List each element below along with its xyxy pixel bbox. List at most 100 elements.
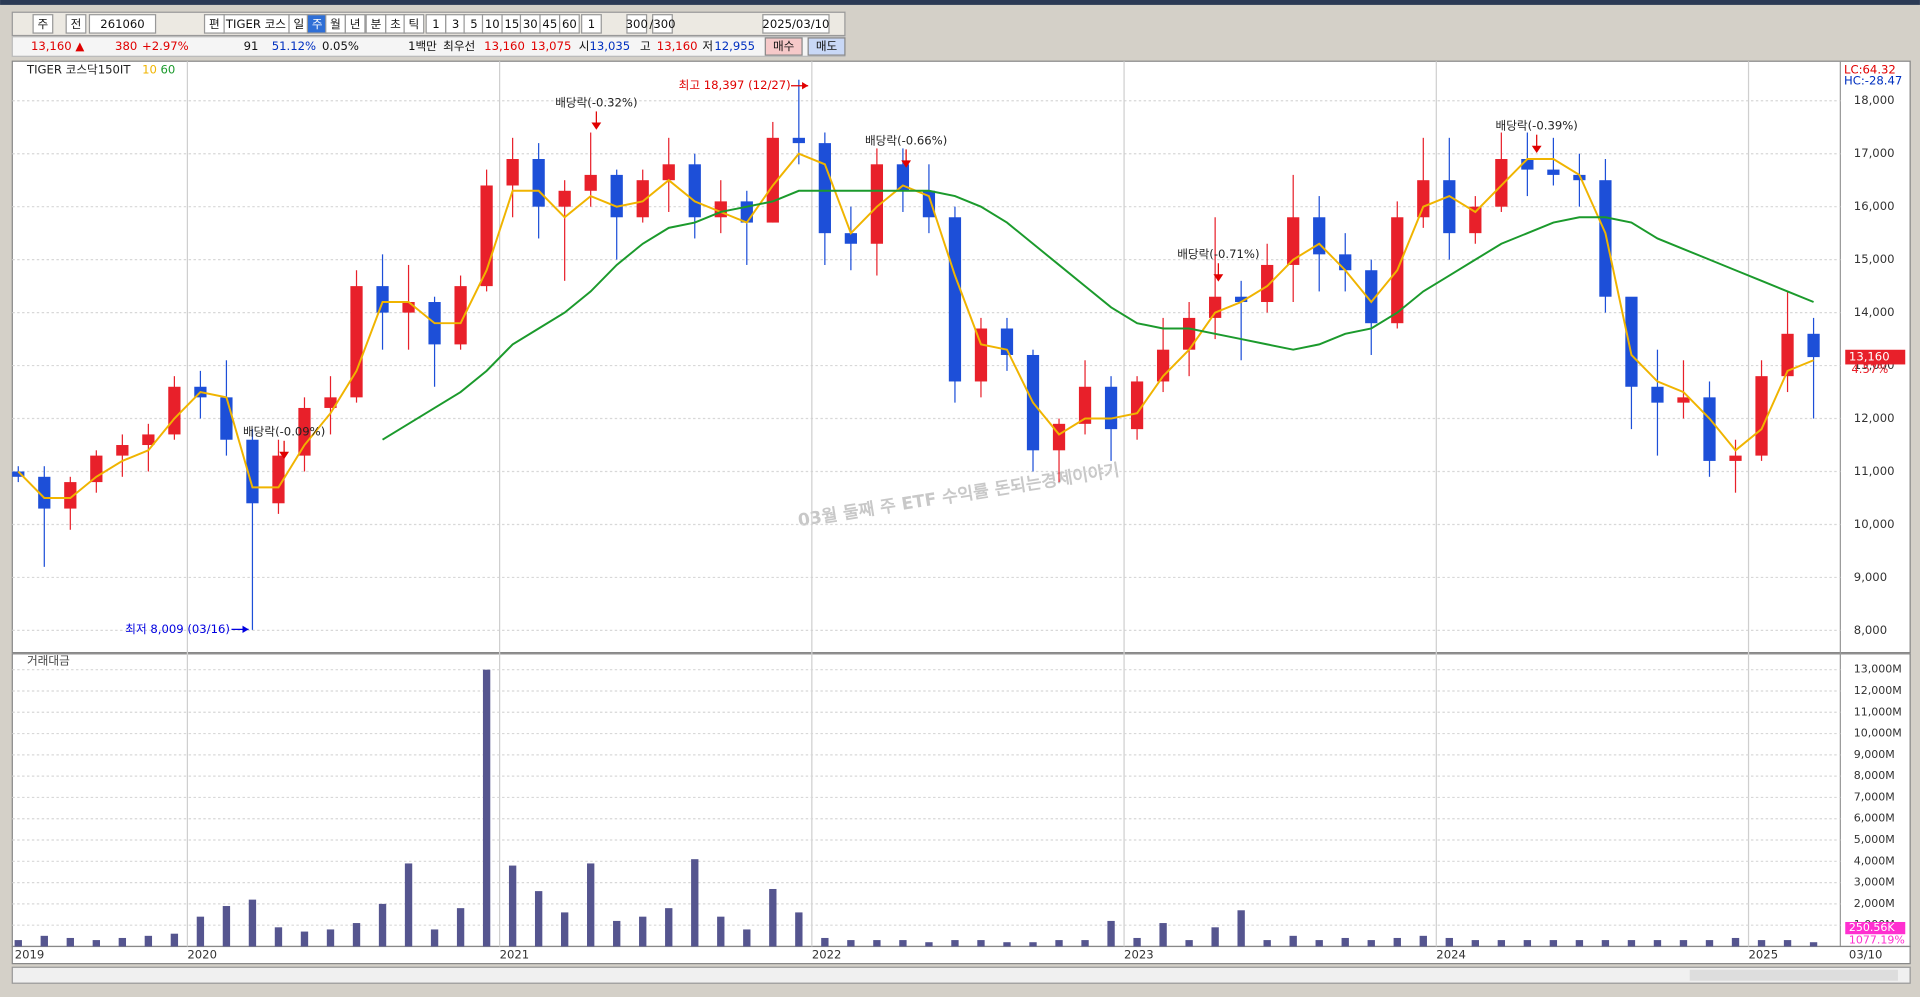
volume-tick-label: 4,000M xyxy=(1854,854,1895,867)
toolbar-button[interactable] xyxy=(626,14,648,34)
y-tick-label: 12,000 xyxy=(1854,411,1895,425)
candle-body xyxy=(1287,217,1300,265)
y-tick-label: 9,000 xyxy=(1854,570,1887,584)
toolbar-label[interactable]: 2025/03/10 xyxy=(762,17,829,31)
toolbar-label[interactable]: 주 xyxy=(312,17,323,31)
quote-value: 최우선 xyxy=(443,39,475,53)
candle-body xyxy=(1755,376,1768,456)
toolbar-label[interactable]: 300 xyxy=(626,17,648,31)
x-tick-label: 2019 xyxy=(15,948,45,962)
toolbar-button[interactable] xyxy=(762,14,830,34)
candle-body xyxy=(168,386,181,435)
candle-body xyxy=(1781,333,1794,377)
candle-body xyxy=(896,164,910,191)
toolbar-label[interactable]: 5 xyxy=(470,17,477,31)
candle-body xyxy=(1182,317,1196,350)
toolbar-label[interactable]: 월 xyxy=(330,17,341,31)
last-price-box xyxy=(1845,349,1906,365)
volume-bar xyxy=(1653,940,1662,947)
volume-bar xyxy=(1107,920,1115,947)
toolbar-label[interactable]: 1 xyxy=(588,17,595,31)
candle-body xyxy=(1677,397,1690,403)
volume-bar xyxy=(482,669,491,947)
toolbar-label[interactable]: /300 xyxy=(649,17,675,31)
volume-bar xyxy=(925,942,933,947)
toolbar-button[interactable] xyxy=(65,14,87,34)
volume-bar xyxy=(873,940,881,947)
volume-bar xyxy=(66,937,74,947)
volume-bar xyxy=(1263,940,1271,947)
volume-bar xyxy=(560,912,569,947)
candle-body xyxy=(454,286,467,345)
order-label[interactable]: 매수 xyxy=(773,39,795,53)
quote-value: 13,160 xyxy=(484,39,525,53)
toolbar-button[interactable] xyxy=(652,14,673,34)
annotation: 최저 8,009 (03/16) xyxy=(125,622,230,636)
scrollbar[interactable] xyxy=(11,966,1911,984)
annotation-arrowhead xyxy=(1213,274,1224,282)
toolbar-label[interactable]: 3 xyxy=(452,17,459,31)
toolbar-label[interactable]: 10 xyxy=(485,17,500,31)
candle-body xyxy=(558,190,571,207)
volume-bar xyxy=(1523,940,1532,947)
volume-bar xyxy=(248,899,257,947)
toolbar-button[interactable] xyxy=(403,14,425,34)
toolbar-label[interactable]: 년 xyxy=(350,17,361,31)
toolbar-label[interactable]: 틱 xyxy=(409,17,420,31)
volume-bar xyxy=(1159,923,1167,947)
toolbar-button[interactable] xyxy=(203,14,225,34)
toolbar-label[interactable]: 전 xyxy=(71,17,82,31)
candle-body xyxy=(298,407,311,456)
toolbar-button[interactable] xyxy=(344,14,366,34)
toolbar-button[interactable] xyxy=(559,14,580,34)
volume-tick-label: 2,000M xyxy=(1854,897,1895,910)
toolbar-label[interactable]: 일 xyxy=(293,17,304,31)
quote-value: 시 xyxy=(579,39,590,53)
toolbar-button[interactable] xyxy=(581,14,602,34)
candle-body xyxy=(64,482,77,509)
candle-body xyxy=(1651,386,1664,403)
volume-bar xyxy=(40,935,48,947)
toolbar-label[interactable]: 주 xyxy=(38,17,49,31)
toolbar-label[interactable]: 60 xyxy=(562,17,577,31)
quote-value: +2.97% xyxy=(142,39,189,53)
toolbar-button[interactable] xyxy=(88,14,157,34)
quote-value: 저 xyxy=(702,39,713,53)
toolbar-label[interactable]: 1 xyxy=(432,17,439,31)
toolbar-label[interactable]: 15 xyxy=(504,17,519,31)
toolbar-label[interactable]: 45 xyxy=(542,17,557,31)
quote-value: 380 xyxy=(115,39,137,53)
y-tick-label: 11,000 xyxy=(1854,464,1895,478)
annotation-arrowhead xyxy=(242,625,249,634)
order-button[interactable] xyxy=(807,37,846,56)
candle-body xyxy=(844,233,857,244)
volume-tick-label: 3,000M xyxy=(1854,876,1895,889)
toolbar-label[interactable]: 편 xyxy=(209,17,220,31)
volume-bar xyxy=(1471,940,1479,947)
order-button[interactable] xyxy=(764,37,803,56)
toolbar-label[interactable]: TIGER 코스 xyxy=(225,17,286,31)
candle-body xyxy=(1573,174,1586,181)
y-tick-label: 18,000 xyxy=(1854,93,1895,107)
quote-value: 51.12% xyxy=(272,39,316,53)
volume-bar xyxy=(326,929,335,947)
toolbar-label[interactable]: 261060 xyxy=(100,17,144,31)
x-tick-label: 2025 xyxy=(1749,948,1779,962)
volume-bar xyxy=(1705,940,1714,947)
scroll-tools[interactable] xyxy=(1689,969,1898,981)
toolbar-button[interactable] xyxy=(32,14,54,34)
volume-bar xyxy=(769,888,777,947)
title-bar xyxy=(0,0,1920,5)
toolbar-label[interactable]: 분 xyxy=(371,17,382,31)
toolbar-label[interactable]: 초 xyxy=(390,17,401,31)
toolbar-label[interactable]: 30 xyxy=(523,17,538,31)
volume-bar xyxy=(1757,940,1766,947)
order-label[interactable]: 매도 xyxy=(816,39,838,53)
candle-body xyxy=(1521,159,1534,170)
volume-bar xyxy=(1783,940,1792,947)
quote-value: 13,160 xyxy=(657,39,698,53)
quote-value: 0.05% xyxy=(322,39,359,53)
candle-body xyxy=(974,328,988,382)
volume-indicator: 250.56K xyxy=(1849,921,1895,934)
volume-bar xyxy=(1601,940,1610,947)
